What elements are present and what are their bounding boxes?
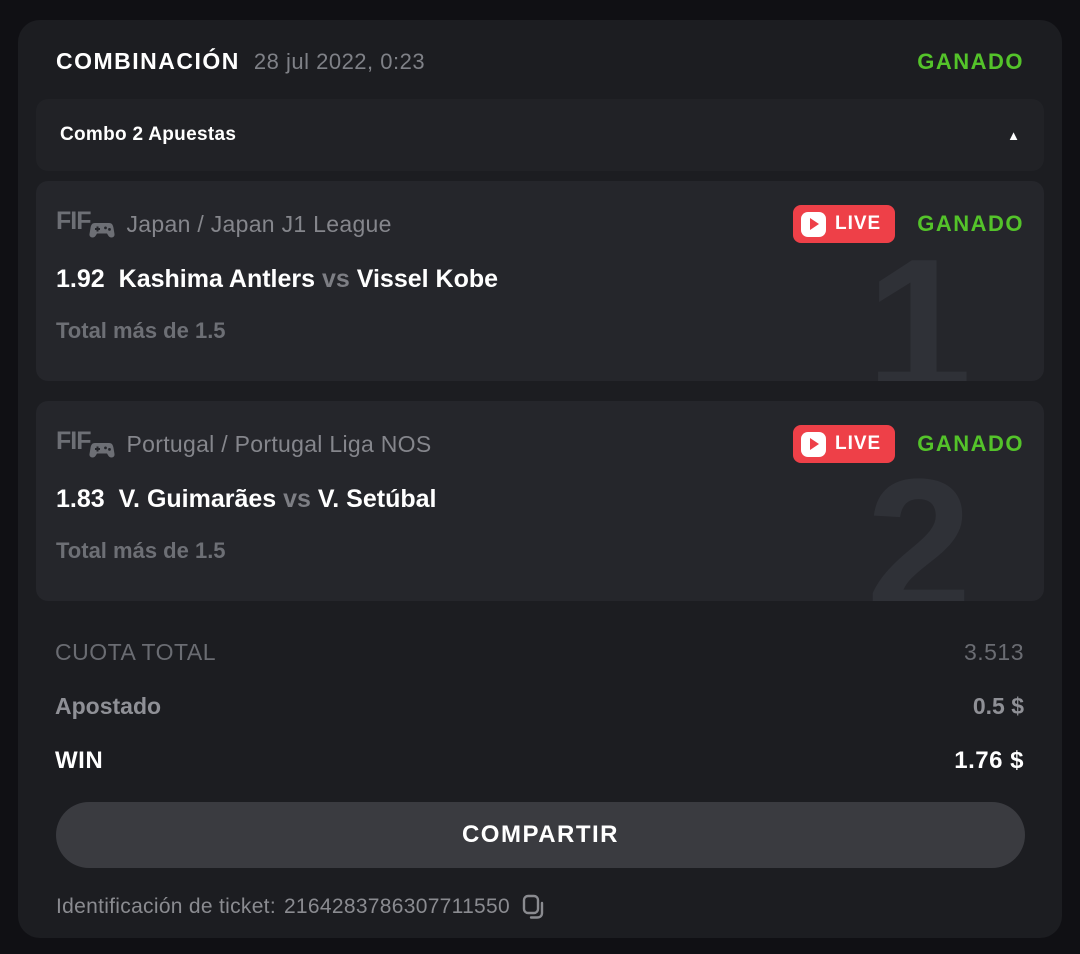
play-icon: [800, 431, 826, 457]
combo-accordion-header[interactable]: Combo 2 Apuestas ▲: [36, 99, 1044, 171]
stake-value: 0.5 $: [972, 693, 1024, 719]
total-odds-row: CUOTA TOTAL 3.513: [55, 639, 1024, 666]
total-odds-label: CUOTA TOTAL: [55, 639, 216, 665]
ticket-date: 28 jul 2022, 0:23: [253, 48, 426, 74]
ticket-id-row: Identificación de ticket: 21642837863077…: [18, 868, 1062, 920]
play-icon: [800, 211, 826, 237]
bet-ticket-panel: COMBINACIÓN 28 jul 2022, 0:23 GANADO Com…: [18, 20, 1062, 938]
ticket-id-value: 2164283786307711550: [283, 895, 510, 918]
match-line: 1.83 V. Guimarães vs V. Setúbal: [56, 485, 1024, 514]
bet-number-watermark: 2: [866, 440, 972, 601]
bet-card-2: FIF Portugal / Portugal Liga NOS LIVE GA…: [36, 401, 1044, 601]
stake-label: Apostado: [55, 693, 162, 719]
match-line: 1.92 Kashima Antlers vs Vissel Kobe: [56, 265, 1024, 294]
ticket-status-badge: GANADO: [917, 48, 1024, 74]
league-name: Japan / Japan J1 League: [126, 210, 392, 237]
away-team: Vissel Kobe: [356, 265, 499, 293]
copy-icon: [522, 894, 544, 919]
odds-value: 1.83: [56, 485, 105, 513]
vs-label: vs: [322, 265, 350, 293]
win-label: WIN: [55, 747, 104, 774]
share-button[interactable]: COMPARTIR: [56, 802, 1025, 868]
away-team: V. Setúbal: [317, 485, 437, 513]
ticket-type-title: COMBINACIÓN: [56, 48, 240, 74]
ticket-id-label: Identificación de ticket:: [56, 895, 276, 918]
win-value: 1.76 $: [954, 747, 1024, 774]
vs-label: vs: [283, 485, 311, 513]
bet-number-watermark: 1: [866, 220, 972, 381]
ticket-header: COMBINACIÓN 28 jul 2022, 0:23 GANADO: [18, 20, 1062, 97]
odds-value: 1.92: [56, 265, 105, 293]
market-label: Total más de 1.5: [56, 318, 226, 343]
home-team: Kashima Antlers: [118, 265, 316, 293]
live-badge: LIVE: [792, 205, 896, 243]
total-odds-value: 3.513: [963, 639, 1024, 665]
home-team: V. Guimarães: [118, 485, 277, 513]
win-row: WIN 1.76 $: [55, 747, 1024, 775]
bet-status-badge: GANADO: [917, 211, 1024, 236]
market-label: Total más de 1.5: [56, 538, 226, 563]
copy-ticket-id-button[interactable]: [522, 894, 546, 920]
fifa-esports-icon: FIF: [56, 428, 115, 459]
live-badge: LIVE: [792, 425, 896, 463]
ticket-summary: CUOTA TOTAL 3.513 Apostado 0.5 $ WIN 1.7…: [18, 621, 1062, 775]
league-name: Portugal / Portugal Liga NOS: [126, 430, 432, 457]
combo-label: Combo 2 Apuestas: [60, 124, 237, 145]
chevron-up-icon[interactable]: ▲: [1007, 127, 1020, 143]
bet-status-badge: GANADO: [917, 431, 1024, 456]
bet-card-1: FIF Japan / Japan J1 League LIVE GANADO …: [36, 181, 1044, 381]
fifa-esports-icon: FIF: [56, 208, 115, 239]
stake-row: Apostado 0.5 $: [55, 693, 1024, 720]
